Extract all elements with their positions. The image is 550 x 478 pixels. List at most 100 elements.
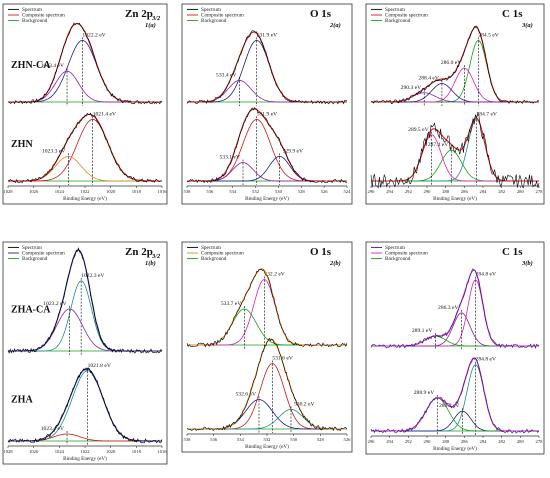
legend-entry: Composite spectrum (22, 251, 65, 257)
trace-1: ZHN 1021.4 eV 1023.3 eV (7, 111, 163, 185)
x-tick-label: 1016 (157, 189, 167, 194)
peak-label: 531.6 eV (272, 355, 293, 361)
x-tick-label: 288 (442, 439, 450, 444)
x-tick-label: 282 (498, 189, 506, 194)
x-axis-label: Binding Energy (eV) (63, 195, 107, 202)
x-tick-label: 524 (344, 189, 352, 194)
peak-label: 529.9 eV (283, 148, 304, 154)
x-tick-label: 284 (480, 189, 488, 194)
x-tick-label: 530 (275, 189, 283, 194)
panel-title: Zn 2p (125, 246, 153, 258)
x-tick-label: 280 (517, 439, 525, 444)
raw-spectrum (186, 107, 348, 184)
legend-entry: Composite spectrum (385, 251, 428, 257)
x-tick-label: 292 (405, 189, 413, 194)
x-tick-label: 1026 (29, 189, 39, 194)
peak-label: 284.7 eV (476, 111, 497, 117)
legend-entry: Composite spectrum (201, 251, 244, 257)
raw-spectrum (370, 25, 540, 105)
x-tick-label: 1026 (29, 449, 39, 454)
trace-label: ZHA-CA (11, 304, 51, 315)
peak-label: 290.3 eV (401, 85, 422, 91)
x-tick-label: 538 (184, 189, 192, 194)
peak-label: 532.6 eV (235, 392, 256, 398)
peak-label: 1023.3 eV (42, 148, 65, 154)
peak-label: 289.5 eV (408, 127, 429, 133)
x-tick-label: 526 (344, 437, 352, 442)
x-axis-label: Binding Energy (eV) (63, 455, 107, 462)
x-tick-label: 536 (206, 189, 214, 194)
legend-entry: Background (201, 256, 227, 262)
legend-entry: Background (201, 18, 227, 24)
x-tick-label: 528 (317, 437, 325, 442)
x-tick-label: 1020 (106, 189, 116, 194)
peak-label: 1021.4 eV (93, 111, 116, 117)
legend-entry: Spectrum (385, 245, 405, 251)
peak-label: 531.9 eV (257, 32, 278, 38)
x-tick-label: 278 (536, 439, 544, 444)
legend-entry: Spectrum (22, 245, 42, 251)
composite-spectrum (8, 113, 162, 182)
trace-1: 531.9 eV 533.1 eV 529.9 eV (186, 107, 348, 185)
x-tick-label: 538 (184, 437, 192, 442)
panel-frame (181, 3, 353, 205)
x-tick-label: 1016 (157, 449, 167, 454)
peak-label: 284.8 eV (476, 357, 497, 363)
composite-spectrum (371, 117, 539, 182)
legend-entry: Composite spectrum (201, 13, 244, 19)
legend-entry: Background (385, 256, 411, 262)
trace-0: ZHA-CA 1022.3 eV 1023.2 eV (7, 247, 163, 355)
peak-label: 533.4 eV (216, 72, 237, 78)
x-tick-label: 1022 (80, 449, 90, 454)
legend-entry: Spectrum (201, 245, 221, 251)
raw-spectrum (370, 357, 540, 434)
raw-spectrum (186, 268, 348, 348)
trace-label: ZHA (11, 394, 33, 405)
composite-spectrum (8, 368, 162, 442)
raw-spectrum (186, 30, 348, 105)
trace-0: 532.2 eV 533.7 eV (186, 268, 348, 349)
x-axis-label: Binding Energy (eV) (245, 443, 289, 450)
x-tick-label: 282 (498, 439, 506, 444)
peak-label: 531.9 eV (257, 111, 278, 117)
raw-spectrum (186, 337, 348, 432)
x-tick-label: 284 (480, 439, 488, 444)
x-tick-label: 534 (237, 437, 245, 442)
peak-label: 1023.2 eV (43, 301, 66, 307)
raw-spectrum (7, 247, 163, 354)
x-tick-label: 280 (517, 189, 525, 194)
peak-label: 533.1 eV (219, 155, 240, 161)
peak-label: 1022.3 eV (81, 273, 104, 279)
x-tick-label: 296 (368, 439, 376, 444)
trace-0: 284.5 eV 286.0 eV 288.4 eV 290.3 eV (370, 25, 540, 106)
peak-label: 288.4 eV (418, 76, 439, 82)
peak-label: 286.0 eV (441, 60, 462, 66)
peak-label: 532.2 eV (264, 271, 285, 277)
peak-label: 289.1 eV (412, 328, 433, 334)
x-tick-label: 1028 (3, 189, 13, 194)
legend-entry: Spectrum (385, 7, 405, 13)
panel-title: C 1s (502, 8, 523, 20)
peak-label: 1023.4 eV (41, 426, 64, 432)
x-tick-label: 1024 (55, 449, 65, 454)
raw-spectrum (7, 22, 163, 105)
peak-label: 1023.4 eV (41, 63, 64, 69)
x-tick-label: 288 (442, 189, 450, 194)
x-tick-label: 528 (298, 189, 306, 194)
panel-label: 1(b) (145, 260, 156, 267)
legend-entry: Background (22, 256, 48, 262)
x-tick-label: 536 (210, 437, 218, 442)
panel-frame (365, 3, 545, 205)
x-tick-label: 532 (252, 189, 260, 194)
x-tick-label: 286 (461, 189, 469, 194)
legend-entry: Composite spectrum (22, 13, 65, 19)
trace-0: 284.8 eV 286.3 eV 289.1 eV (370, 268, 540, 350)
trace-0: 531.9 eV 533.4 eV (186, 30, 348, 106)
x-tick-label: 532 (264, 437, 272, 442)
peak-label: 284.8 eV (476, 272, 497, 278)
